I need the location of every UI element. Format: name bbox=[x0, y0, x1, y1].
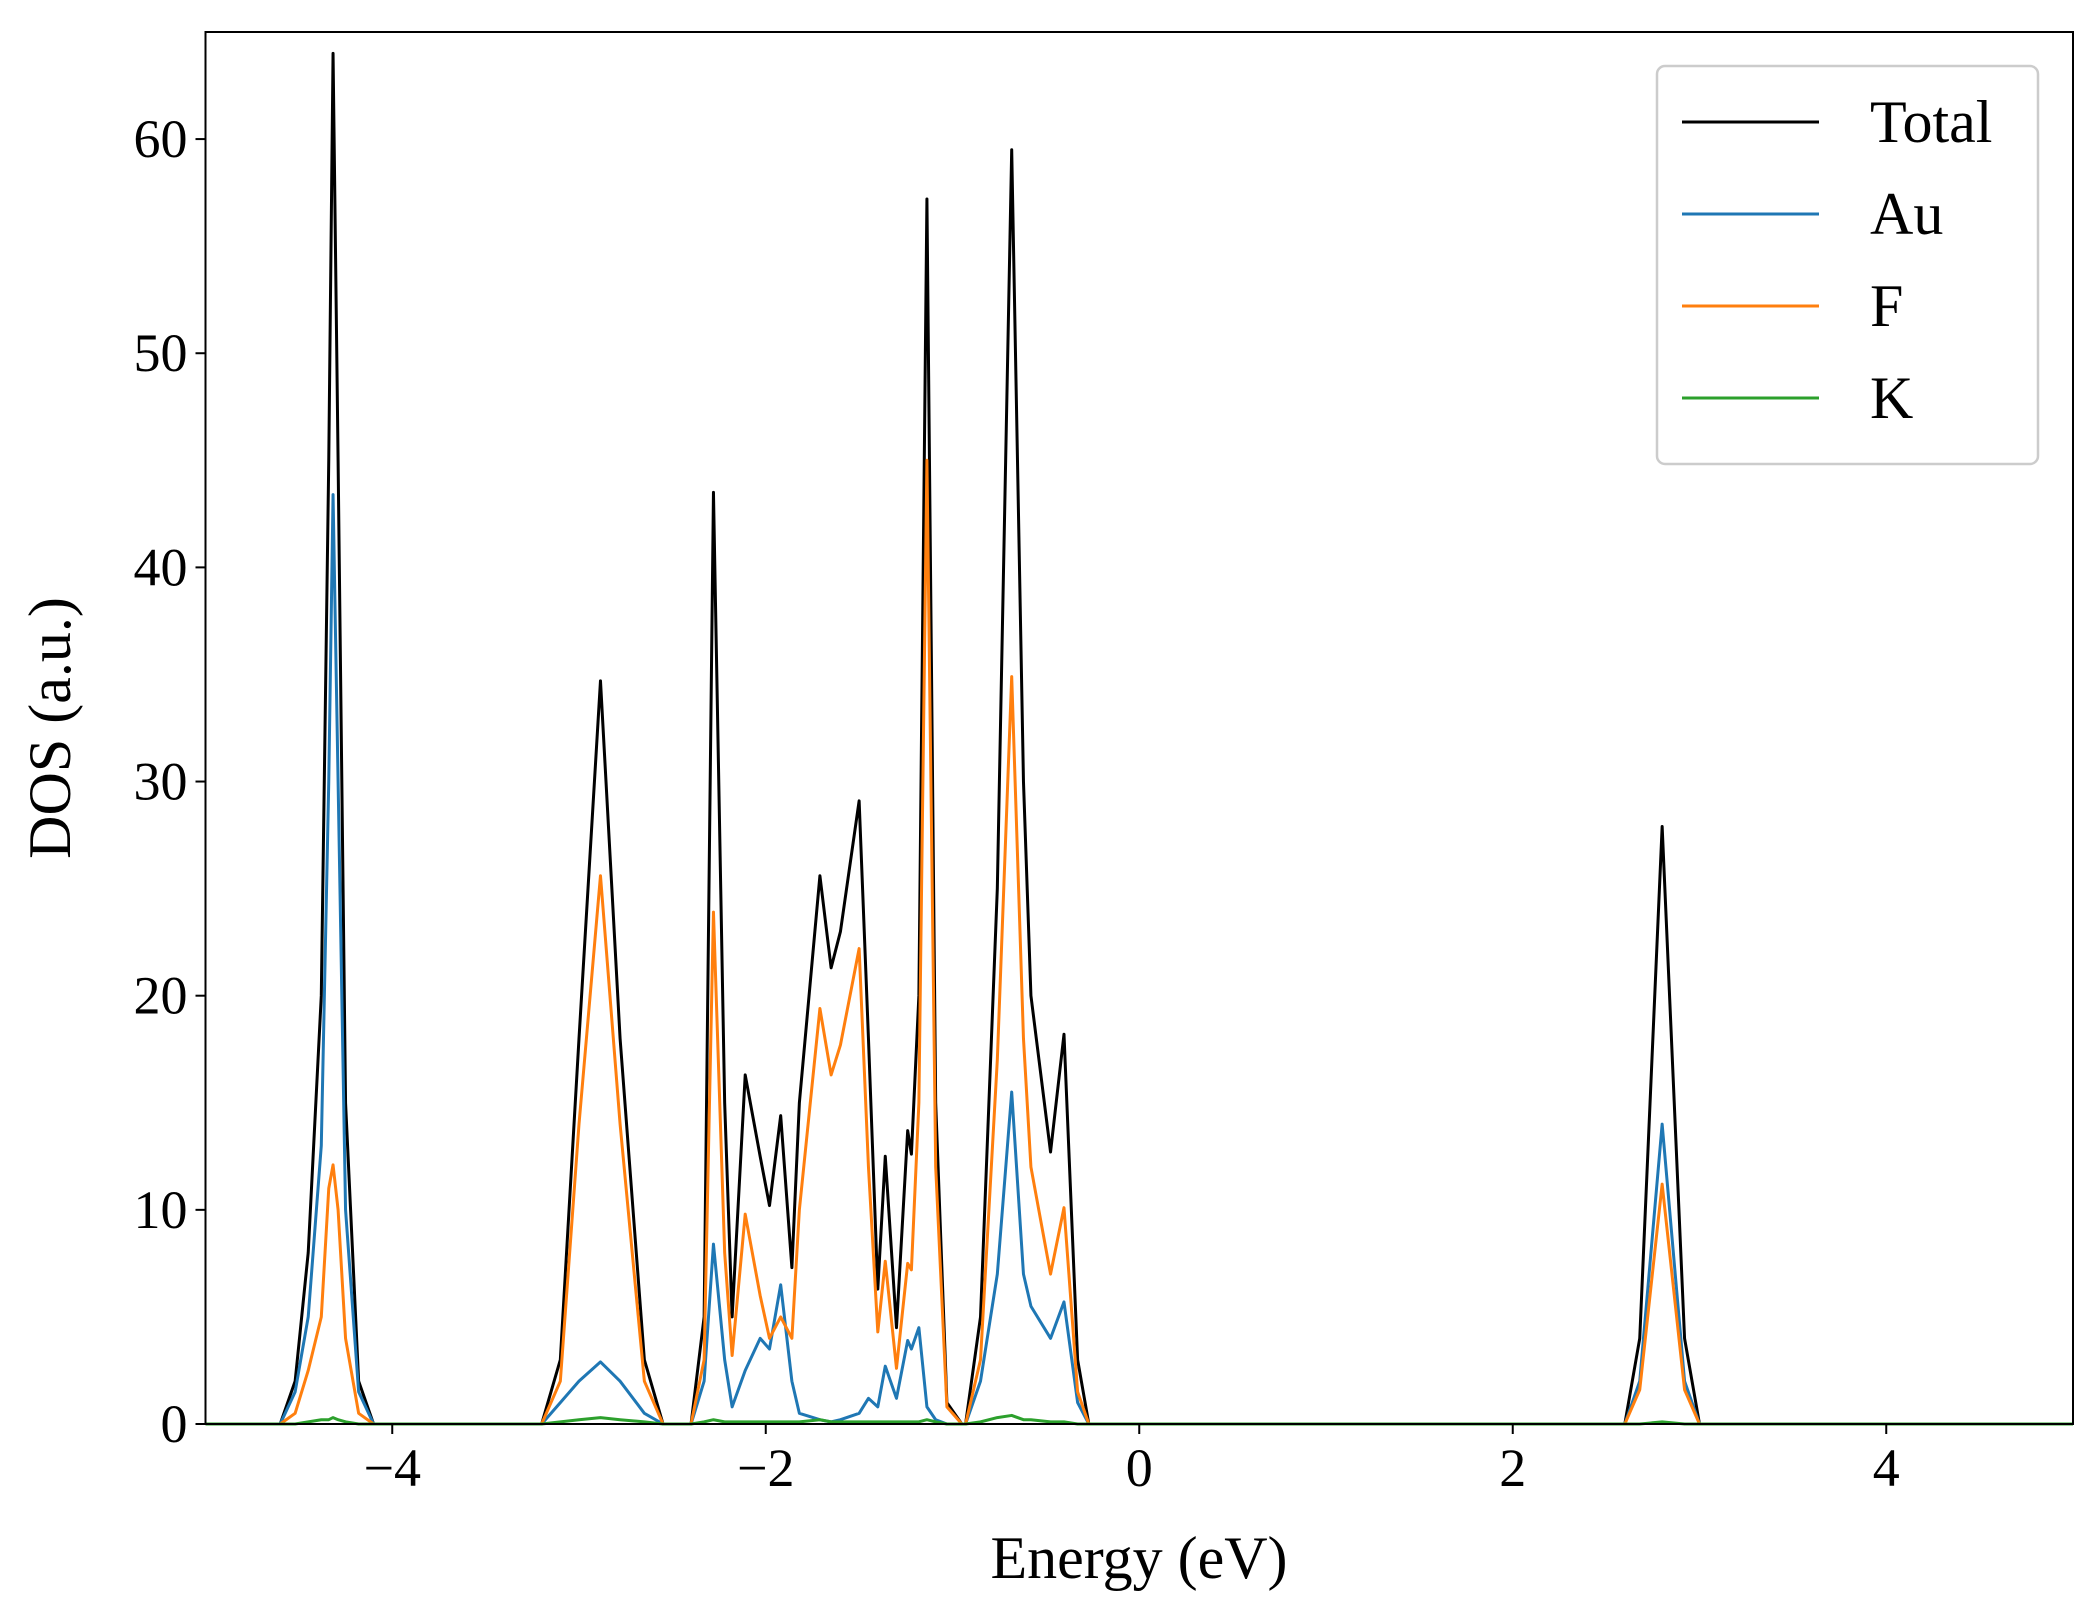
x-axis-label: Energy (eV) bbox=[990, 1525, 1287, 1591]
y-tick-label: 20 bbox=[134, 966, 188, 1026]
x-tick-label: −2 bbox=[737, 1438, 794, 1498]
series-line bbox=[205, 493, 2073, 1426]
x-tick-label: 2 bbox=[1499, 1438, 1526, 1498]
y-tick-label: 60 bbox=[134, 109, 188, 169]
y-axis-label: DOS (a.u.) bbox=[17, 597, 83, 859]
y-tick-label: 40 bbox=[134, 537, 188, 597]
x-tick-label: 0 bbox=[1126, 1438, 1153, 1498]
legend-label: F bbox=[1870, 273, 1903, 339]
series-line bbox=[205, 458, 2073, 1426]
x-tick-label: −4 bbox=[364, 1438, 421, 1498]
y-tick-label: 0 bbox=[161, 1394, 188, 1454]
y-tick-label: 10 bbox=[134, 1180, 188, 1240]
series-line bbox=[205, 1413, 2073, 1426]
legend-label: Total bbox=[1870, 89, 1992, 155]
legend: Total Au FK bbox=[1655, 64, 2040, 466]
legend-label: Au bbox=[1870, 181, 1943, 247]
x-tick-label: 4 bbox=[1873, 1438, 1900, 1498]
y-tick-label: 50 bbox=[134, 323, 188, 383]
legend-label: K bbox=[1870, 365, 1913, 431]
y-tick-label: 30 bbox=[134, 752, 188, 812]
legend-box bbox=[1655, 64, 2040, 466]
